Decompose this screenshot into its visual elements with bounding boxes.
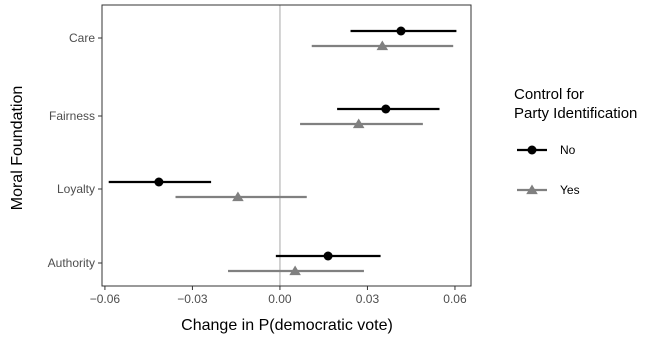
y-tick-label: Care bbox=[69, 31, 95, 45]
y-tick-label: Fairness bbox=[49, 109, 95, 123]
y-axis-label: Moral Foundation bbox=[9, 86, 26, 211]
legend-title-line-2: Party Identification bbox=[514, 105, 637, 122]
legend-item-no: No bbox=[517, 143, 576, 157]
point-fairness-no bbox=[381, 104, 391, 114]
point-care-yes bbox=[376, 40, 389, 51]
y-tick-label: Loyalty bbox=[57, 182, 95, 196]
point-authority-no bbox=[323, 251, 333, 261]
point-loyalty-no bbox=[154, 177, 164, 187]
x-tick-label: 0.00 bbox=[268, 292, 292, 306]
point-fairness-yes bbox=[352, 118, 365, 129]
legend-label-no: No bbox=[560, 143, 576, 157]
point-authority-yes bbox=[289, 265, 301, 276]
point-loyalty-yes bbox=[232, 191, 244, 202]
x-tick-label: 0.06 bbox=[443, 292, 467, 306]
y-tick-label: Authority bbox=[48, 256, 95, 270]
legend-label-yes: Yes bbox=[560, 183, 580, 197]
legend-item-yes: Yes bbox=[517, 183, 580, 197]
x-axis-label: Change in P(democratic vote) bbox=[181, 317, 393, 334]
legend: Control for Party Identification No Yes bbox=[514, 86, 637, 197]
legend-key-marker-yes bbox=[526, 184, 538, 195]
axes: −0.06 −0.03 0.00 0.03 0.06 Care Fairness Loyalt… bbox=[48, 4, 472, 306]
legend-key-marker-no bbox=[527, 145, 537, 155]
series-yes bbox=[175, 40, 454, 276]
x-tick-label: −0.06 bbox=[90, 292, 121, 306]
point-care-no bbox=[396, 26, 406, 36]
plot-frame bbox=[101, 4, 472, 287]
plot-area bbox=[108, 5, 457, 286]
series-no bbox=[108, 26, 457, 261]
x-tick-label: 0.03 bbox=[356, 292, 380, 306]
legend-items: No Yes bbox=[517, 143, 580, 197]
legend-title-line-1: Control for bbox=[514, 86, 584, 103]
x-tick-label: −0.03 bbox=[177, 292, 208, 306]
